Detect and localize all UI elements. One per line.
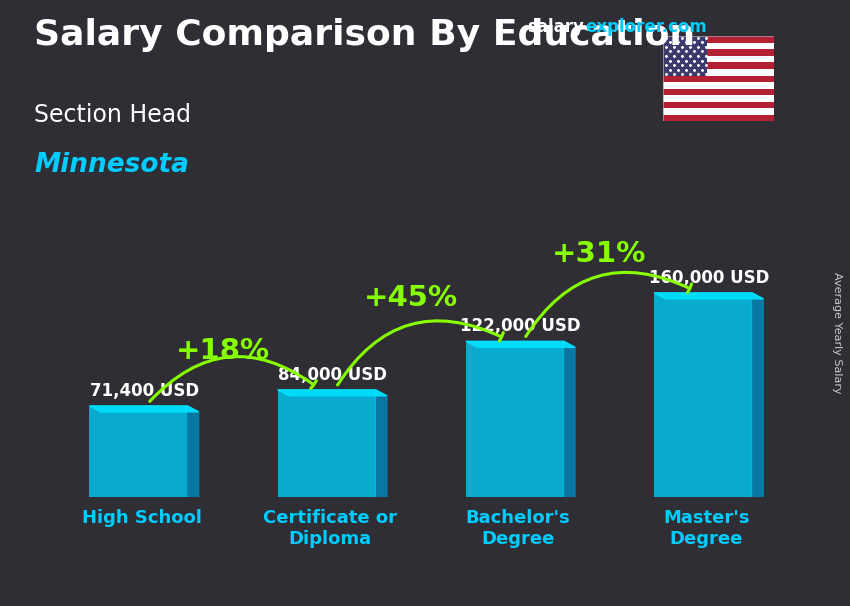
Text: 84,000 USD: 84,000 USD [278, 365, 387, 384]
Polygon shape [564, 341, 575, 503]
Bar [663, 88, 774, 95]
Text: +18%: +18% [176, 337, 270, 365]
Text: Average Yearly Salary: Average Yearly Salary [832, 273, 842, 394]
Polygon shape [376, 390, 387, 503]
Bar [663, 36, 774, 43]
Polygon shape [752, 293, 763, 503]
Text: salary: salary [527, 18, 584, 36]
Text: High School: High School [82, 509, 201, 527]
Text: explorer.com: explorer.com [585, 18, 706, 36]
Text: 71,400 USD: 71,400 USD [89, 382, 199, 400]
Polygon shape [278, 390, 387, 396]
Polygon shape [654, 293, 752, 497]
Text: Certificate or
Diploma: Certificate or Diploma [263, 509, 397, 548]
Bar [663, 62, 774, 69]
Polygon shape [89, 406, 187, 497]
Bar [663, 36, 707, 76]
Bar [663, 69, 774, 76]
Polygon shape [466, 341, 575, 347]
Text: 160,000 USD: 160,000 USD [649, 268, 769, 287]
Bar [663, 115, 774, 121]
Text: Salary Comparison By Education: Salary Comparison By Education [34, 18, 695, 52]
Bar [663, 95, 774, 102]
Polygon shape [89, 406, 199, 412]
Polygon shape [466, 341, 564, 497]
Text: +31%: +31% [552, 240, 647, 268]
Bar [663, 102, 774, 108]
Text: +45%: +45% [365, 284, 458, 311]
Polygon shape [187, 406, 199, 503]
Polygon shape [654, 293, 763, 299]
Text: Section Head: Section Head [34, 103, 191, 127]
Text: Minnesota: Minnesota [34, 152, 189, 178]
Polygon shape [278, 390, 376, 497]
Bar [663, 43, 774, 50]
Bar [663, 56, 774, 62]
Text: 122,000 USD: 122,000 USD [460, 317, 581, 335]
Bar [663, 82, 774, 88]
Bar [663, 50, 774, 56]
Text: Master's
Degree: Master's Degree [663, 509, 750, 548]
Text: Bachelor's
Degree: Bachelor's Degree [466, 509, 570, 548]
Bar [663, 108, 774, 115]
Bar [663, 76, 774, 82]
